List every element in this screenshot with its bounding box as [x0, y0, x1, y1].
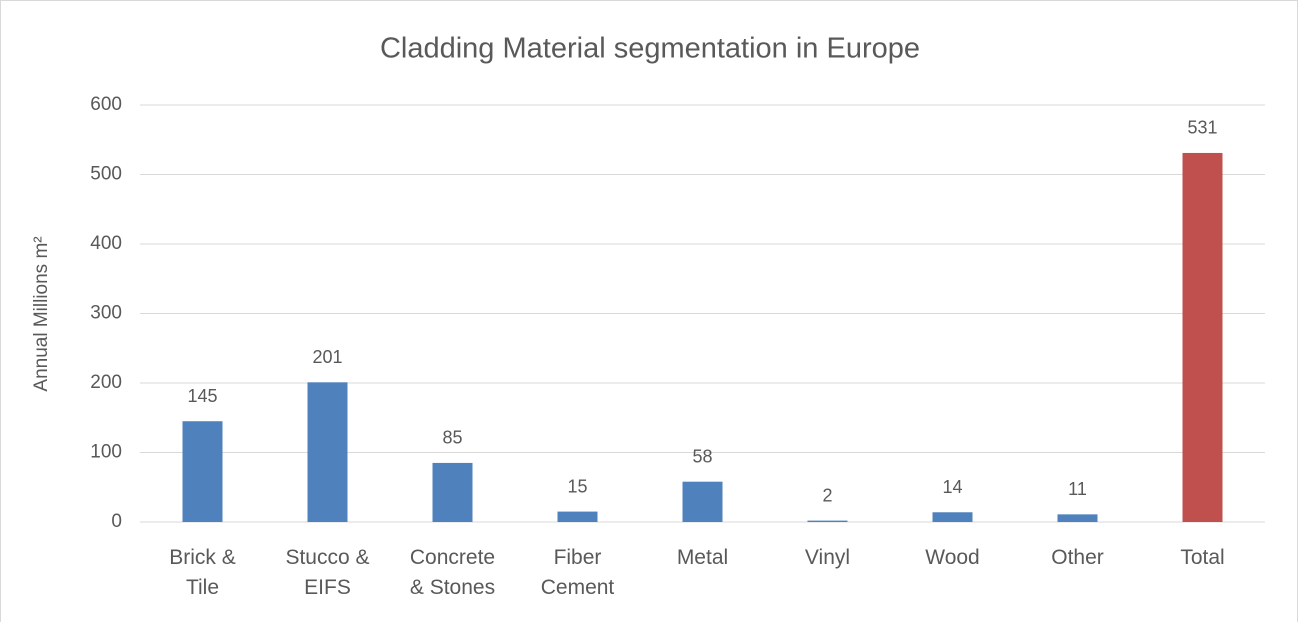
y-tick-label: 300: [90, 303, 122, 324]
y-tick-label: 0: [111, 511, 122, 532]
x-tick-label: Metal: [676, 546, 729, 569]
bar: [807, 520, 848, 522]
x-tick-label: Concrete & Stones: [409, 546, 496, 599]
bar: [932, 512, 973, 522]
bar: [557, 511, 598, 522]
data-label: 2: [822, 485, 832, 505]
data-label: 58: [692, 446, 712, 466]
data-label: 14: [942, 477, 962, 497]
x-tick-label: Stucco & EIFS: [285, 546, 370, 599]
data-label: 201: [312, 347, 342, 367]
y-tick-label: 200: [90, 372, 122, 393]
data-label: 85: [442, 428, 462, 448]
x-tick-label: Brick & Tile: [169, 546, 236, 599]
bar: [1182, 152, 1223, 522]
x-tick-label: Wood: [925, 546, 980, 569]
bar: [1057, 514, 1098, 522]
x-tick-label: Other: [1051, 546, 1104, 569]
bar: [432, 462, 473, 522]
x-tick-label: Vinyl: [804, 546, 851, 569]
data-label: 15: [567, 476, 587, 496]
data-label: 531: [1187, 118, 1217, 138]
bar: [307, 382, 348, 522]
y-tick-label: 600: [90, 94, 122, 115]
bar: [682, 481, 723, 522]
y-axis-label: Annual Millions m²: [31, 236, 52, 391]
data-label: 11: [1068, 479, 1087, 499]
y-tick-label: 500: [90, 164, 122, 185]
y-tick-label: 400: [90, 233, 122, 254]
bar: [182, 421, 223, 522]
chart-title: Cladding Material segmentation in Europe: [380, 33, 920, 65]
x-tick-label: Total: [1180, 546, 1225, 569]
x-tick-label: Fiber Cement: [540, 546, 615, 599]
data-label: 145: [187, 386, 217, 406]
y-tick-label: 100: [90, 442, 122, 463]
